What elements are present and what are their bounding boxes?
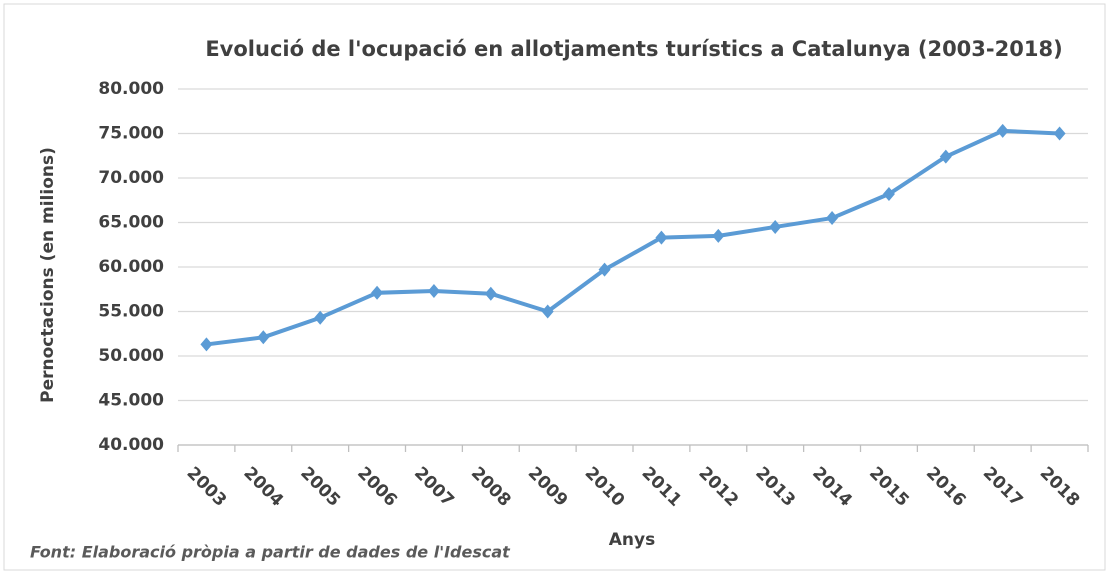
y-tick-label: 60.000	[98, 257, 164, 277]
data-marker	[484, 286, 497, 301]
y-tick-label: 55.000	[98, 302, 164, 322]
y-tick-label: 70.000	[98, 168, 164, 188]
y-tick-label: 65.000	[98, 213, 164, 233]
y-axis-title: Pernoctacions (en milions)	[38, 147, 58, 403]
data-line	[206, 128, 1060, 347]
data-marker	[541, 304, 554, 319]
y-tick-label: 80.000	[98, 79, 164, 99]
y-tick-label: 45.000	[98, 391, 164, 411]
data-marker	[826, 211, 839, 226]
data-marker	[882, 187, 895, 202]
data-marker	[371, 285, 384, 300]
data-marker	[314, 310, 327, 325]
data-marker	[1053, 126, 1066, 141]
data-marker	[655, 230, 668, 245]
data-marker	[996, 123, 1009, 138]
y-tick-label: 50.000	[98, 346, 164, 366]
data-marker	[598, 262, 611, 277]
source-note: Font: Elaboració pròpia a partir de dade…	[30, 543, 511, 562]
data-marker	[257, 330, 270, 345]
y-tick-label: 75.000	[98, 124, 164, 144]
data-marker	[712, 228, 725, 243]
data-marker	[200, 337, 213, 352]
y-tick-label: 40.000	[98, 435, 164, 455]
chart-border	[3, 3, 1106, 571]
x-axis-title: Anys	[609, 530, 655, 550]
chart-title: Evolució de l'ocupació en allotjaments t…	[205, 37, 1062, 61]
data-marker	[939, 149, 952, 164]
data-marker	[769, 219, 782, 234]
data-marker	[427, 284, 440, 299]
